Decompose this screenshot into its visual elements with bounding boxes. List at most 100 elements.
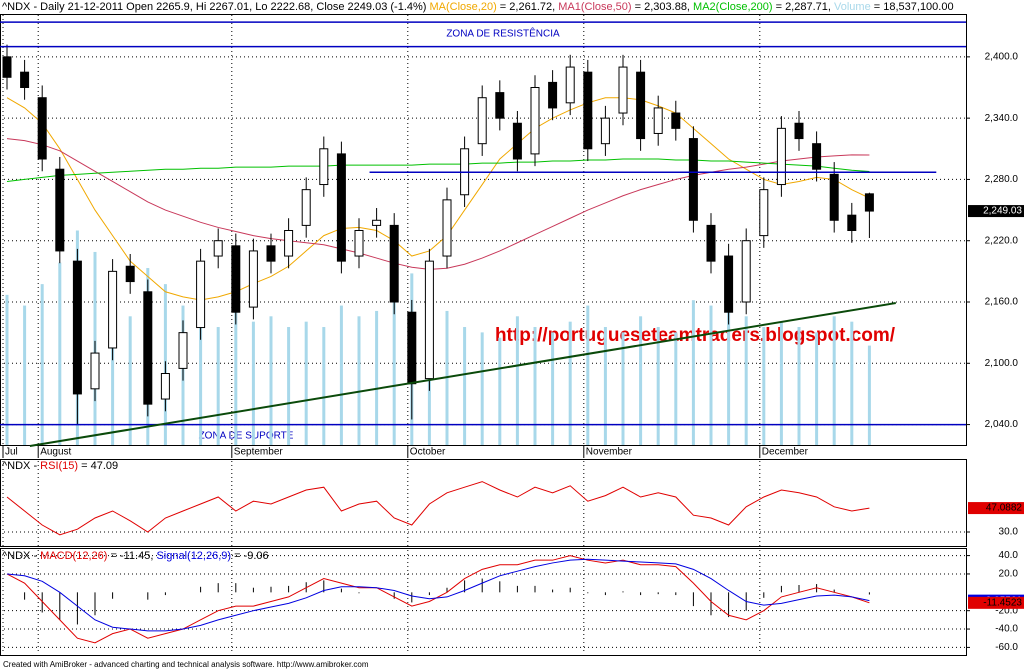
volume-bar <box>551 332 555 445</box>
candle-body <box>530 87 540 155</box>
candle-body <box>847 214 857 232</box>
volume-bar <box>586 305 590 445</box>
legend-name: MA2(Close,200) <box>693 1 772 13</box>
candle-body <box>37 97 47 160</box>
candle-body <box>741 240 751 303</box>
volume-bar <box>480 332 484 445</box>
x-tick-label: Jul <box>5 447 18 458</box>
volume-bar <box>515 316 519 445</box>
volume-bar <box>40 284 44 445</box>
panel-header: ^NDX - RSI(15) = 47.09 <box>2 460 118 472</box>
candle-body <box>618 66 628 114</box>
y-tick-label: 2,220.0 <box>985 235 1019 246</box>
candle-body <box>20 71 30 89</box>
volume-bar <box>251 321 255 445</box>
candle-body <box>583 71 593 150</box>
header-title: ^NDX - Daily 21-12-2011 Open 2265.9, Hi … <box>2 1 430 13</box>
volume-bar <box>58 262 62 445</box>
candle-body <box>125 265 135 283</box>
volume-bar <box>762 327 766 445</box>
candle-body <box>548 81 558 109</box>
ma-line <box>6 97 870 301</box>
candle-body <box>495 92 505 119</box>
resistance-label: ZONA DE RESISTÊNCIA <box>446 27 560 40</box>
volume-bar <box>727 294 731 445</box>
volume-bar <box>128 316 132 445</box>
legend-name: MA1(Close,50) <box>558 1 631 13</box>
volume-bar <box>357 316 361 445</box>
legend-name: Volume <box>834 1 871 13</box>
candle-body <box>336 153 346 262</box>
trend-line <box>29 302 896 448</box>
volume-bar <box>269 316 273 445</box>
volume-bar <box>691 300 695 445</box>
price-panel-frame <box>0 14 967 446</box>
candle-body <box>706 224 716 262</box>
candle-body <box>354 230 364 257</box>
candle-body <box>565 66 575 104</box>
volume-bar <box>287 327 291 445</box>
last-value-label: 47.0882 <box>986 503 1023 514</box>
panel-header: ^NDX - Daily 21-12-2011 Open 2265.9, Hi … <box>2 1 954 13</box>
indicator-line <box>6 558 870 632</box>
volume-bar <box>111 294 115 445</box>
last-value-box <box>968 502 1024 515</box>
volume-bar <box>216 327 220 445</box>
volume-bar <box>867 345 871 445</box>
volume-bar <box>850 321 854 445</box>
candle-body <box>301 189 311 226</box>
candle-body <box>160 373 170 400</box>
volume-bar <box>533 327 537 445</box>
candle-body <box>178 332 188 369</box>
candle-body <box>2 56 12 78</box>
y-tick-label: 40.0 <box>999 550 1019 561</box>
y-tick-label: 2,160.0 <box>985 297 1019 308</box>
candle-body <box>812 143 822 170</box>
volume-bar <box>744 316 748 445</box>
legend-name: MACD(12,26) <box>40 550 107 562</box>
volume-bar <box>322 327 326 445</box>
candle-body <box>248 250 258 308</box>
x-tick-label: August <box>40 447 71 458</box>
legend-value: = 47.09 <box>78 460 118 472</box>
header-title: ^NDX - <box>2 460 40 472</box>
candle-body <box>864 193 874 212</box>
volume-bar <box>603 327 607 445</box>
last-value-box <box>968 205 1024 218</box>
candle-body <box>688 138 698 221</box>
ma-line <box>6 158 870 182</box>
legend-value: = 2,303.88, <box>632 1 693 13</box>
candle-body <box>72 260 82 395</box>
volume-bar <box>304 321 308 445</box>
y-tick-label: 2,100.0 <box>985 358 1019 369</box>
legend-name: MA(Close,20) <box>430 1 497 13</box>
y-tick-label: -20.0 <box>995 605 1018 616</box>
candle-body <box>653 107 663 134</box>
candle-body <box>90 352 100 390</box>
candle-body <box>319 148 329 186</box>
volume-bar <box>339 305 343 445</box>
y-tick-label: 2,040.0 <box>985 419 1019 430</box>
candle-body <box>776 127 786 186</box>
candle-body <box>424 260 434 380</box>
x-tick-label: December <box>762 447 809 458</box>
candle-body <box>55 168 65 252</box>
last-value-label: 2,249.03 <box>983 206 1022 217</box>
volume-bar <box>463 327 467 445</box>
volume-bar <box>797 327 801 445</box>
y-tick-label: -40.0 <box>995 624 1018 635</box>
volume-bar <box>498 337 502 445</box>
candle-body <box>794 122 804 140</box>
volume-bar <box>639 316 643 445</box>
macd-panel-frame <box>0 548 967 656</box>
volume-bar <box>23 305 27 445</box>
legend-value: = -11.45, <box>107 550 156 562</box>
volume-bar <box>5 294 9 445</box>
y-tick-label: 2,340.0 <box>985 113 1019 124</box>
x-tick-label: November <box>586 447 633 458</box>
volume-bar <box>375 310 379 445</box>
last-value-label: -11.4523 <box>983 597 1022 608</box>
candle-body <box>671 112 681 129</box>
